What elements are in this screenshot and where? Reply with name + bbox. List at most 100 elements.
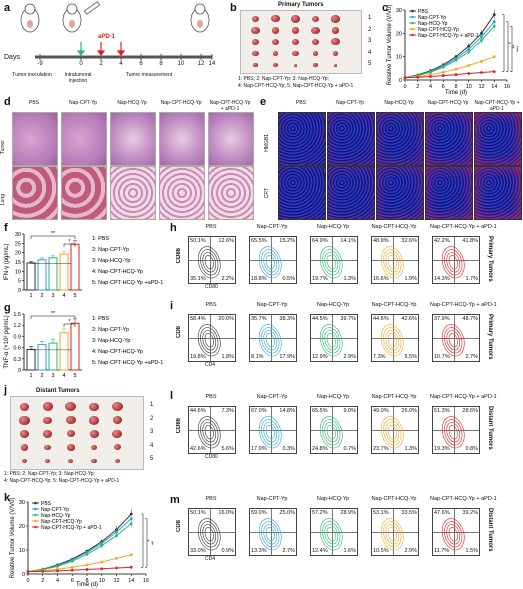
flow-panel-h: PBS 50.1% 12.6% 35.1% 2.2% Nap-CPT-Yp 65.5% 15.… [176,224,523,300]
y-axis-label: IFN-γ (pg/mL) [4,243,10,280]
primary-tumors-panel: Primary Tumors 1 2 3 4 5 1: PBS; 2: Nap-CPT-… [238,2,380,94]
contour-ring [380,246,404,279]
quadrant-percentage: 51.3% [434,408,450,414]
day-tick-label: 12 [197,61,205,67]
flow-group-label: Nap-HCQ-Yp [316,224,350,230]
bar [26,348,36,371]
primary-tumors-photo [240,10,362,74]
contour-plot [380,246,404,279]
data-point [100,560,104,564]
contour-plot [258,324,282,357]
quadrant-h-line [372,260,418,261]
flow-panel-l: PBS 44.6% 7.3% 42.6% 5.6% Nap-CPT-Yp 67.0% 14.8… [176,394,523,470]
primary-tumors-title: Primary Tumors [278,2,324,8]
contour-plot [197,246,221,279]
contour-ring [441,416,465,449]
data-point [492,55,496,59]
quadrant-percentage: 44.6% [373,316,389,322]
quadrant-percentage: 57.2% [312,510,328,516]
contour-ring [197,416,221,449]
flow-plot: 65.5% 15.2% 18.8% 0.5% [249,236,297,284]
syringe-icon [83,1,101,15]
legend-marker [34,501,37,505]
data-point [115,557,118,560]
category-label: 1 [29,373,32,379]
data-point [454,58,458,62]
legend-marker [411,9,414,13]
contour-ring [319,324,343,357]
quadrant-h-line [372,430,418,431]
panel-label-g: g [4,302,11,314]
data-point [56,564,59,568]
contour-ring [202,422,217,443]
legend-label: Nap-CPT-HCQ-Yp [41,519,82,525]
bar [59,332,69,371]
flow-group-label: Nap-CPT-HCQ-Yp [371,496,417,502]
contour-ring [383,419,402,446]
quadrant-percentage: 0.9% [221,548,234,554]
y-tick-label: 0.6 [13,346,21,352]
quadrant-v-line [454,509,456,555]
y-axis-label: Relative Tumor Volume (V/V0) [387,5,393,86]
he-image [110,112,156,166]
quadrant-percentage: 28.6% [462,408,478,414]
legend-label: Nap-CPT-Yp [418,15,446,21]
quadrant-percentage: 33.0% [190,548,206,554]
quadrant-percentage: 2.9% [404,548,417,554]
contour-ring [202,252,217,273]
quadrant-percentage: 19.8% [190,354,206,360]
panel-label-l: l [170,390,174,402]
primary-legend-2: 4: Nap-CPT-HCQ-Yp; 5: Nap-CPT-HCQ-Yp + a… [238,83,354,89]
flow-group-label: Nap-CPT-Yp [256,302,288,308]
x-tick-label: 4 [429,84,432,90]
bar [70,243,80,291]
contour-ring [200,249,219,276]
panel-label-h: h [170,222,177,234]
tumor-sample [89,402,99,411]
contour-plot [319,246,343,279]
flow-plot: 50.1% 12.6% 35.1% 2.2% [188,236,236,284]
series-line [404,14,495,79]
tumor-sample [91,458,97,464]
quadrant-v-line [210,315,212,361]
distant-tumors-title: Distant Tumors [36,388,80,394]
quadrant-percentage: 1.7% [465,276,478,282]
y-tick-label: 0 [22,572,25,578]
day-tick-label: 8 [159,61,163,67]
distant-legend-2: 4: Nap-CPT-HCQ-Yp; 5: Nap-CPT-HCQ-Yp + a… [4,478,120,484]
day-tick-label: 14 [208,61,216,67]
significance-bracket [63,323,76,327]
significance-label: * [144,540,150,542]
x-tick-label: 4 [56,578,59,584]
quadrant-h-line [189,430,235,431]
flow-x-axis-label: CD80 [205,284,218,290]
bar [70,322,80,371]
tumor-sample [89,429,99,438]
tumor-sample [20,430,29,438]
significance-bracket [141,513,144,568]
quadrant-percentage: 10.7% [434,354,450,360]
fluo-row-label: HMGB1 [264,134,270,152]
y-tick-label: 5 [18,279,21,285]
row-number: 2 [150,415,154,422]
tumor-sample [112,429,123,438]
group-list-item: 3: Nap-HCQ-Yp [92,338,130,344]
significance-label: * [68,239,71,245]
distant-tumors-panel: Distant Tumors 1 2 3 4 5 1: PBS; 2: Nap-CPT-… [4,388,165,488]
contour-ring [197,324,221,357]
x-tick-label: 8 [454,84,457,90]
quadrant-percentage: 11.7% [434,548,450,554]
legend-label: Nap-HCQ-Yp [41,513,71,519]
quadrant-percentage: 16.0% [218,510,234,516]
quadrant-percentage: 53.1% [373,510,389,516]
y-tick-label: 0 [18,368,21,374]
quadrant-h-line [433,430,479,431]
category-label: 1 [29,293,32,299]
x-tick-label: 10 [466,84,472,90]
quadrant-v-line [332,315,334,361]
flow-group-label: PBS [205,224,217,230]
contour-ring [387,255,397,270]
quadrant-percentage: 1.5% [465,548,478,554]
x-tick-label: 8 [85,578,88,584]
tumor-sample [251,38,260,45]
